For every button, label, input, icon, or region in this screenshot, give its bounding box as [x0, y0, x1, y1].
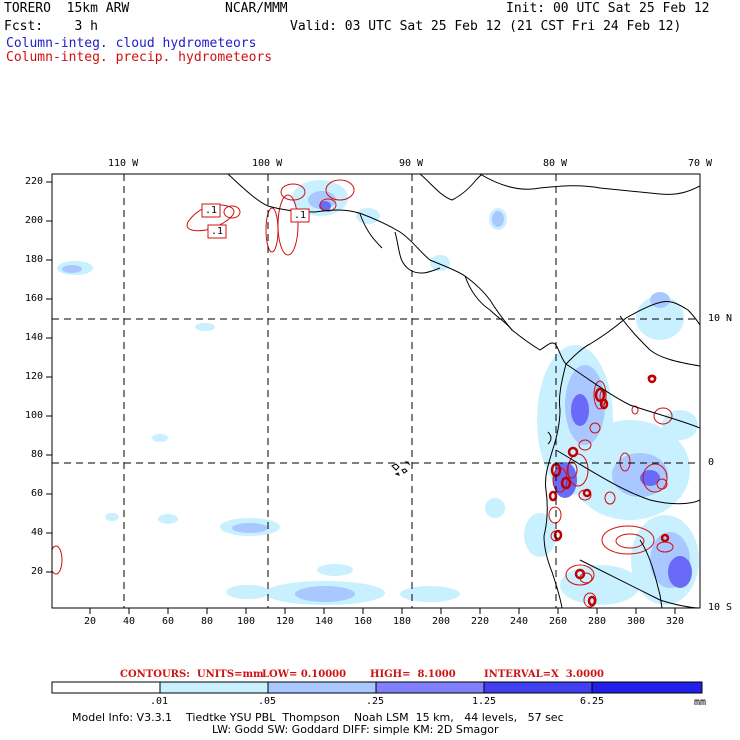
x-tick-label: 240 — [510, 616, 529, 627]
lon-label: 110 W — [108, 158, 139, 169]
forecast-hour: Fcst: 3 h — [4, 19, 98, 34]
colorbar-label: 6.25 — [580, 696, 605, 707]
contour-label: .1 — [205, 205, 218, 216]
x-tick-label: 300 — [627, 616, 646, 627]
y-tick-label: 140 — [25, 332, 44, 343]
y-tick-label: 160 — [25, 293, 44, 304]
x-tick-label: 280 — [588, 616, 607, 627]
x-tick-label: 220 — [471, 616, 490, 627]
y-tick-label: 100 — [25, 410, 44, 421]
lon-label: 80 W — [543, 158, 568, 169]
cloud-shading-strong — [319, 201, 692, 588]
contour-units: CONTOURS: UNITS=mm — [120, 669, 264, 680]
lat-label: 10 N — [708, 313, 733, 324]
x-tick-label: 120 — [276, 616, 295, 627]
coastlines — [227, 174, 700, 608]
x-tick-label: 60 — [162, 616, 175, 627]
colorbar-label: 1.25 — [472, 696, 497, 707]
x-tick-label: 320 — [666, 616, 685, 627]
colorbar-label: .25 — [366, 696, 385, 707]
graticule — [52, 174, 700, 608]
x-tick-label: 200 — [432, 616, 451, 627]
valid-time: Valid: 03 UTC Sat 25 Feb 12 (21 CST Fri … — [290, 19, 682, 34]
contour-label-boxes — [201, 203, 310, 239]
colorbar-label: .01 — [150, 696, 169, 707]
y-tick-label: 20 — [31, 566, 44, 577]
model-title: TORERO 15km ARW — [4, 1, 130, 16]
contour-high: HIGH= 8.1000 — [370, 669, 456, 680]
x-tick-label: 80 — [201, 616, 214, 627]
lon-label: 90 W — [399, 158, 424, 169]
x-tick-label: 40 — [123, 616, 136, 627]
model-info-line2: LW: Godd SW: Goddard DIFF: simple KM: 2D… — [212, 723, 499, 736]
x-tick-label: 140 — [315, 616, 334, 627]
legend-precip: Column-integ. precip. hydrometeors — [6, 50, 273, 65]
y-tick-label: 180 — [25, 254, 44, 265]
contour-interval: INTERVAL=X 3.0000 — [484, 669, 604, 680]
y-tick-label: 120 — [25, 371, 44, 382]
x-tick-label: 100 — [237, 616, 256, 627]
model-info-line1: Model Info: V3.3.1 Tiedtke YSU PBL Thomp… — [72, 711, 564, 724]
x-tick-label: 20 — [84, 616, 97, 627]
lat-label: 0 — [708, 457, 715, 468]
lon-label: 70 W — [688, 158, 713, 169]
y-tick-label: 220 — [25, 176, 44, 187]
y-tick-label: 200 — [25, 215, 44, 226]
y-tick-label: 40 — [31, 527, 44, 538]
center-name: NCAR/MMM — [225, 1, 288, 16]
cloud-shading-medium — [62, 191, 690, 602]
x-tick-label: 260 — [549, 616, 568, 627]
contour-low: LOW= 0.10000 — [262, 669, 347, 680]
x-tick-label: 180 — [393, 616, 412, 627]
colorbar-unit: mm — [694, 697, 707, 708]
lon-label: 100 W — [252, 158, 283, 169]
y-tick-label: 80 — [31, 449, 44, 460]
init-time: Init: 00 UTC Sat 25 Feb 12 — [506, 1, 710, 16]
contour-label: .1 — [294, 210, 307, 221]
axis-ticks — [46, 181, 676, 614]
map-frame — [51, 173, 701, 609]
contour-label: .1 — [211, 226, 224, 237]
x-tick-label: 160 — [354, 616, 373, 627]
y-tick-label: 60 — [31, 488, 44, 499]
colorbar-label: .05 — [258, 696, 277, 707]
legend-cloud: Column-integ. cloud hydrometeors — [6, 36, 257, 51]
lat-label: 10 S — [708, 602, 733, 613]
